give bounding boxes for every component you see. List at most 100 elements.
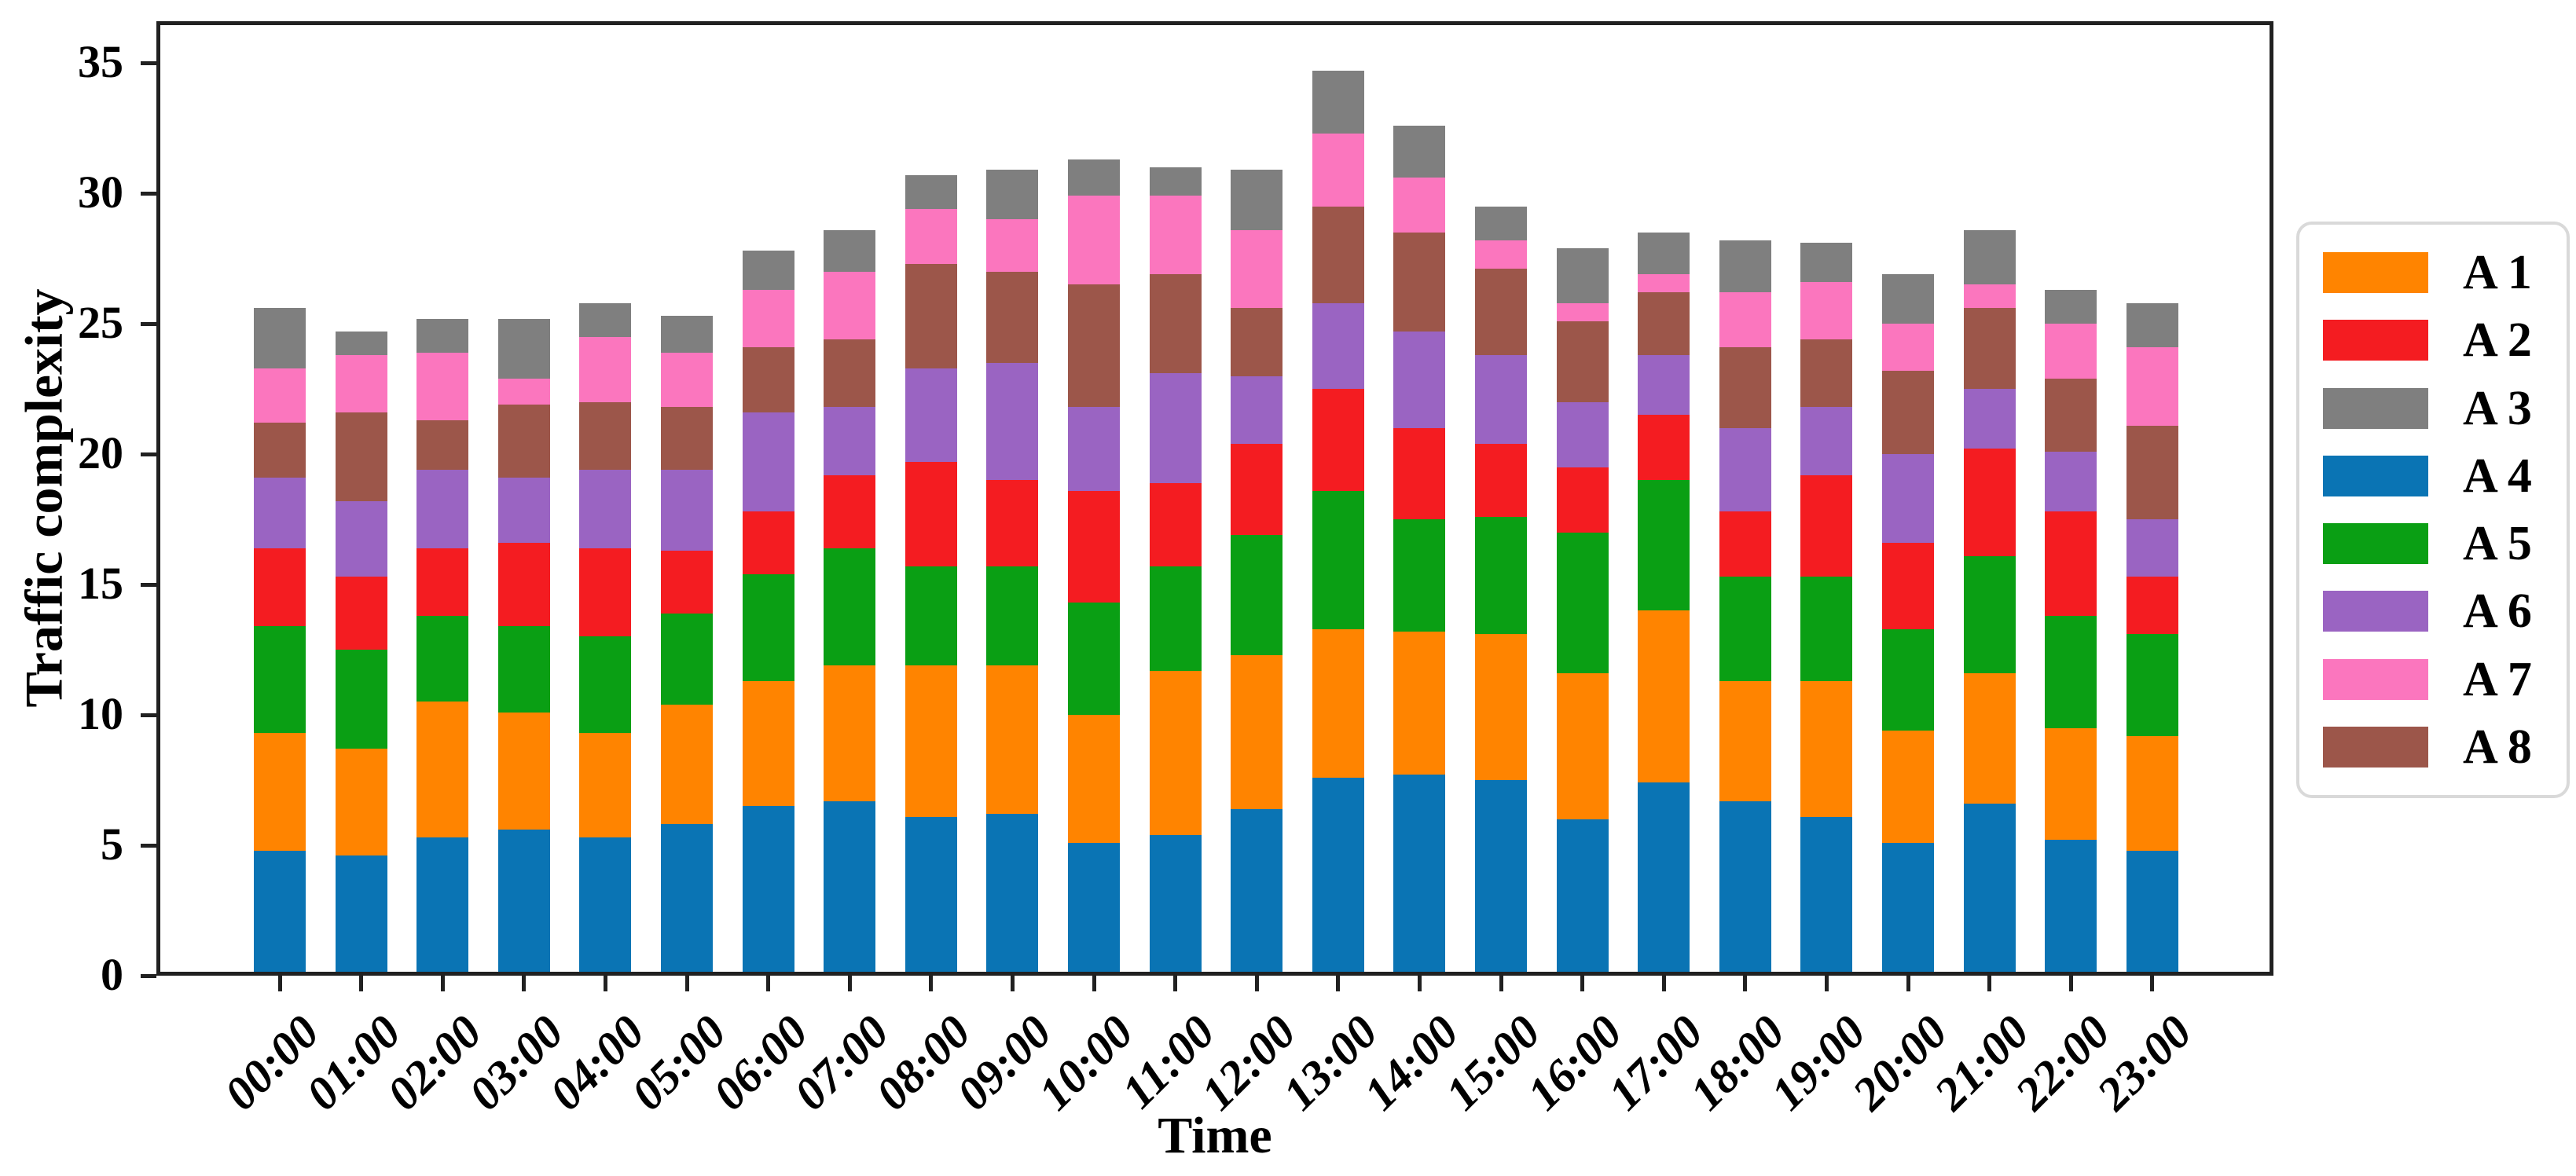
bar-09:00 (986, 170, 1039, 976)
x-tick-label: 17:00 (1598, 1005, 1713, 1120)
bar-segment-a2 (1068, 490, 1120, 603)
legend-item-a4: A 4 (2299, 452, 2567, 500)
x-tick-mark (847, 976, 852, 991)
bar-22:00 (2045, 290, 2097, 976)
bar-segment-a2 (1719, 511, 1771, 577)
bar-segment-a5 (416, 615, 469, 702)
bar-segment-a3 (661, 316, 713, 353)
x-tick-mark (1824, 976, 1829, 991)
bar-segment-a7 (1475, 240, 1527, 269)
bar-segment-a7 (1638, 274, 1690, 293)
x-axis-title: Time (1158, 1107, 1272, 1164)
x-tick-mark (277, 976, 282, 991)
bar-06:00 (742, 251, 794, 976)
legend-swatch (2323, 726, 2428, 768)
legend-label: A 7 (2463, 652, 2532, 706)
bar-segment-a6 (1556, 401, 1609, 467)
x-tick-mark (1336, 976, 1341, 991)
bar-segment-a3 (1882, 274, 1934, 324)
bar-segment-a2 (661, 550, 713, 614)
bar-05:00 (661, 316, 713, 976)
bar-segment-a1 (335, 749, 387, 856)
legend-item-a1: A 1 (2299, 248, 2567, 297)
bar-segment-a3 (905, 174, 957, 210)
bar-segment-a4 (661, 824, 713, 976)
bar-segment-a3 (497, 318, 550, 379)
legend-swatch (2323, 320, 2428, 361)
bar-segment-a3 (1149, 167, 1202, 196)
x-tick-mark (440, 976, 445, 991)
bar-04:00 (579, 302, 632, 976)
bar-segment-a4 (742, 806, 794, 976)
bar-segment-a5 (497, 626, 550, 713)
bar-segment-a8 (1556, 321, 1609, 402)
bar-segment-a2 (254, 548, 306, 627)
bar-11:00 (1149, 167, 1202, 976)
bar-segment-a8 (1149, 274, 1202, 374)
bar-segment-a4 (1393, 775, 1446, 976)
y-tick-label: 20 (78, 427, 123, 478)
x-tick-label: 08:00 (865, 1005, 981, 1120)
bar-segment-a2 (742, 511, 794, 574)
bar-segment-a4 (579, 837, 632, 976)
bar-segment-a6 (1963, 389, 2016, 449)
y-tick-mark (141, 843, 156, 848)
bar-segment-a4 (1068, 842, 1120, 976)
y-tick-label: 15 (78, 557, 123, 609)
bar-segment-a8 (2045, 378, 2097, 452)
bar-segment-a8 (905, 263, 957, 368)
bar-segment-a5 (1556, 532, 1609, 673)
bar-segment-a6 (1475, 354, 1527, 444)
y-axis-title: Traffic complexity (13, 288, 74, 708)
bar-segment-a6 (1719, 427, 1771, 512)
bar-segment-a7 (1556, 302, 1609, 321)
bar-segment-a7 (1149, 196, 1202, 275)
bar-10:00 (1068, 159, 1120, 976)
bar-segment-a7 (986, 219, 1039, 272)
bar-segment-a1 (1312, 628, 1364, 778)
legend-swatch (2323, 387, 2428, 429)
x-tick-mark (1661, 976, 1666, 991)
bar-segment-a6 (661, 470, 713, 551)
bar-segment-a7 (335, 354, 387, 412)
bar-segment-a5 (1393, 519, 1446, 632)
bar-segment-a5 (1638, 480, 1690, 611)
bar-segment-a5 (254, 626, 306, 734)
bar-segment-a8 (1068, 284, 1120, 408)
bar-segment-a7 (661, 352, 713, 408)
bar-segment-a2 (1231, 443, 1283, 535)
legend: A 1 A 2 A 3 A 4 A 5 A 6 A 7 A 8 (2296, 222, 2570, 798)
bar-segment-a8 (824, 339, 876, 408)
bar-segment-a7 (1231, 229, 1283, 309)
legend-label: A 3 (2463, 381, 2532, 435)
bar-segment-a6 (335, 500, 387, 577)
legend-item-a5: A 5 (2299, 519, 2567, 568)
bar-20:00 (1882, 274, 1934, 976)
bar-segment-a1 (1475, 634, 1527, 781)
legend-swatch (2323, 252, 2428, 294)
bar-segment-a2 (1963, 449, 2016, 556)
legend-item-a8: A 8 (2299, 723, 2567, 771)
bar-01:00 (335, 332, 387, 976)
bar-segment-a2 (1556, 467, 1609, 533)
bar-12:00 (1231, 170, 1283, 976)
x-tick-label: 15:00 (1435, 1005, 1550, 1120)
bar-segment-a3 (579, 302, 632, 337)
y-tick-label: 0 (101, 948, 123, 1000)
bar-segment-a1 (1963, 672, 2016, 804)
bar-segment-a7 (2126, 347, 2178, 426)
legend-swatch (2323, 523, 2428, 565)
bar-19:00 (1800, 243, 1853, 976)
bar-00:00 (254, 308, 306, 976)
bar-segment-a3 (824, 229, 876, 272)
bar-segment-a2 (1800, 474, 1853, 577)
y-tick-mark (141, 582, 156, 587)
legend-item-a6: A 6 (2299, 587, 2567, 636)
y-tick-mark (141, 60, 156, 65)
bar-segment-a4 (1475, 780, 1527, 976)
legend-swatch (2323, 658, 2428, 700)
bar-segment-a7 (416, 352, 469, 420)
bar-segment-a5 (986, 566, 1039, 665)
legend-item-a3: A 3 (2299, 384, 2567, 433)
bar-segment-a2 (497, 542, 550, 627)
